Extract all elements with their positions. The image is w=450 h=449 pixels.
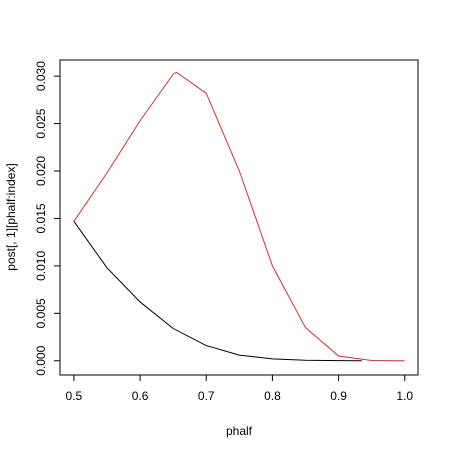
y-tick-label: 0.005 bbox=[34, 298, 48, 328]
y-tick-label: 0.030 bbox=[34, 61, 48, 91]
x-tick-label: 1.0 bbox=[396, 389, 413, 403]
plot-frame bbox=[59, 59, 419, 376]
y-tick-label: 0.020 bbox=[34, 156, 48, 186]
series-line bbox=[73, 71, 405, 362]
x-tick-label: 0.7 bbox=[198, 389, 215, 403]
x-axis-label: phalf bbox=[226, 424, 253, 438]
x-tick-label: 0.9 bbox=[330, 389, 347, 403]
y-axis-label: post[, 1][phalf:index] bbox=[4, 163, 18, 270]
y-tick-label: 0.025 bbox=[34, 108, 48, 138]
y-tick-label: 0.000 bbox=[34, 345, 48, 375]
x-tick-label: 0.5 bbox=[66, 389, 83, 403]
y-tick-label: 0.010 bbox=[34, 251, 48, 281]
y-tick-label: 0.015 bbox=[34, 203, 48, 233]
x-tick-label: 0.8 bbox=[264, 389, 281, 403]
series-line bbox=[73, 221, 362, 362]
x-tick-label: 0.6 bbox=[132, 389, 149, 403]
